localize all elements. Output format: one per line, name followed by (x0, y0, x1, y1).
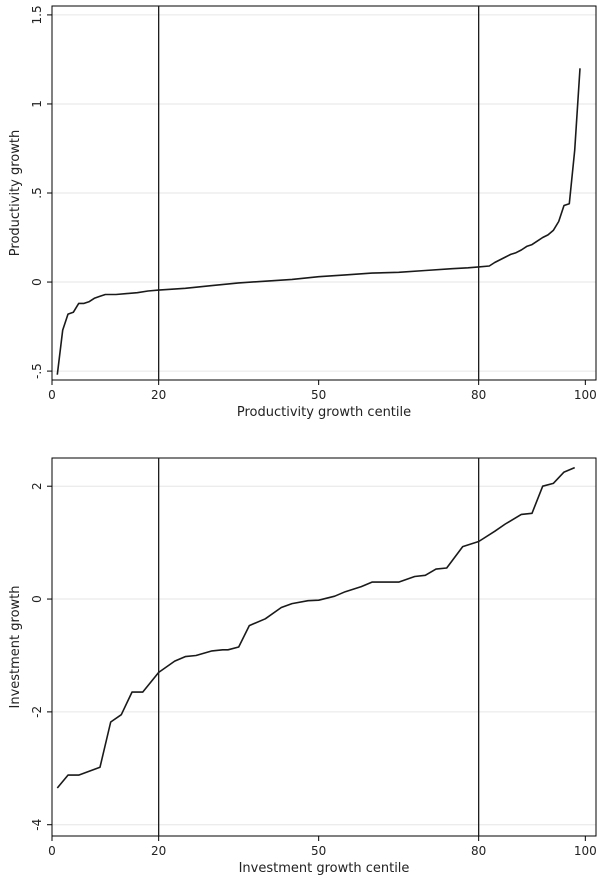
productivity-chart: 0 20 50 80 100 -.5 0 .5 1 1.5 Productivity growth … (8, 5, 597, 420)
productivity-x-tick-label: 100 (574, 388, 597, 402)
productivity-series-line (56, 68, 581, 375)
productivity-x-tick-label: 50 (311, 388, 326, 402)
productivity-x-tick-label: 0 (48, 388, 56, 402)
investment-y-tick-label: -4 (30, 819, 44, 831)
investment-y-tick-label: 2 (30, 482, 44, 490)
investment-chart: 0 20 50 80 100 -4 -2 0 2 Investment growth centil… (8, 457, 597, 876)
productivity-x-axis-label: Productivity growth centile (237, 405, 411, 420)
investment-y-tick-label: 0 (30, 595, 44, 603)
productivity-y-tick-label: 1.5 (30, 5, 44, 24)
investment-x-axis-label: Investment growth centile (239, 861, 410, 876)
investment-x-tick-label: 80 (471, 844, 486, 858)
productivity-y-tick-label: 1 (30, 100, 44, 108)
productivity-y-tick-label: -.5 (30, 363, 44, 379)
productivity-y-tick-label: .5 (30, 187, 44, 198)
investment-y-tick-label: -2 (30, 706, 44, 718)
investment-series-line (56, 466, 576, 789)
investment-x-tick-label: 0 (48, 844, 56, 858)
productivity-x-tick-label: 20 (151, 388, 166, 402)
investment-plot-frame (51, 457, 597, 837)
investment-x-tick-label: 100 (574, 844, 597, 858)
productivity-y-axis-label: Productivity growth (8, 130, 23, 256)
productivity-y-tick-label: 0 (30, 278, 44, 286)
investment-x-tick-label: 20 (151, 844, 166, 858)
investment-y-axis-label: Investment growth (8, 586, 23, 709)
investment-x-tick-label: 50 (311, 844, 326, 858)
productivity-x-tick-label: 80 (471, 388, 486, 402)
